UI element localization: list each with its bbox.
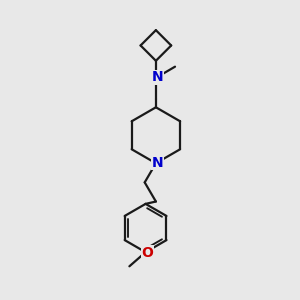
- Text: N: N: [152, 156, 164, 170]
- Text: O: O: [142, 246, 154, 260]
- Text: N: N: [152, 70, 164, 84]
